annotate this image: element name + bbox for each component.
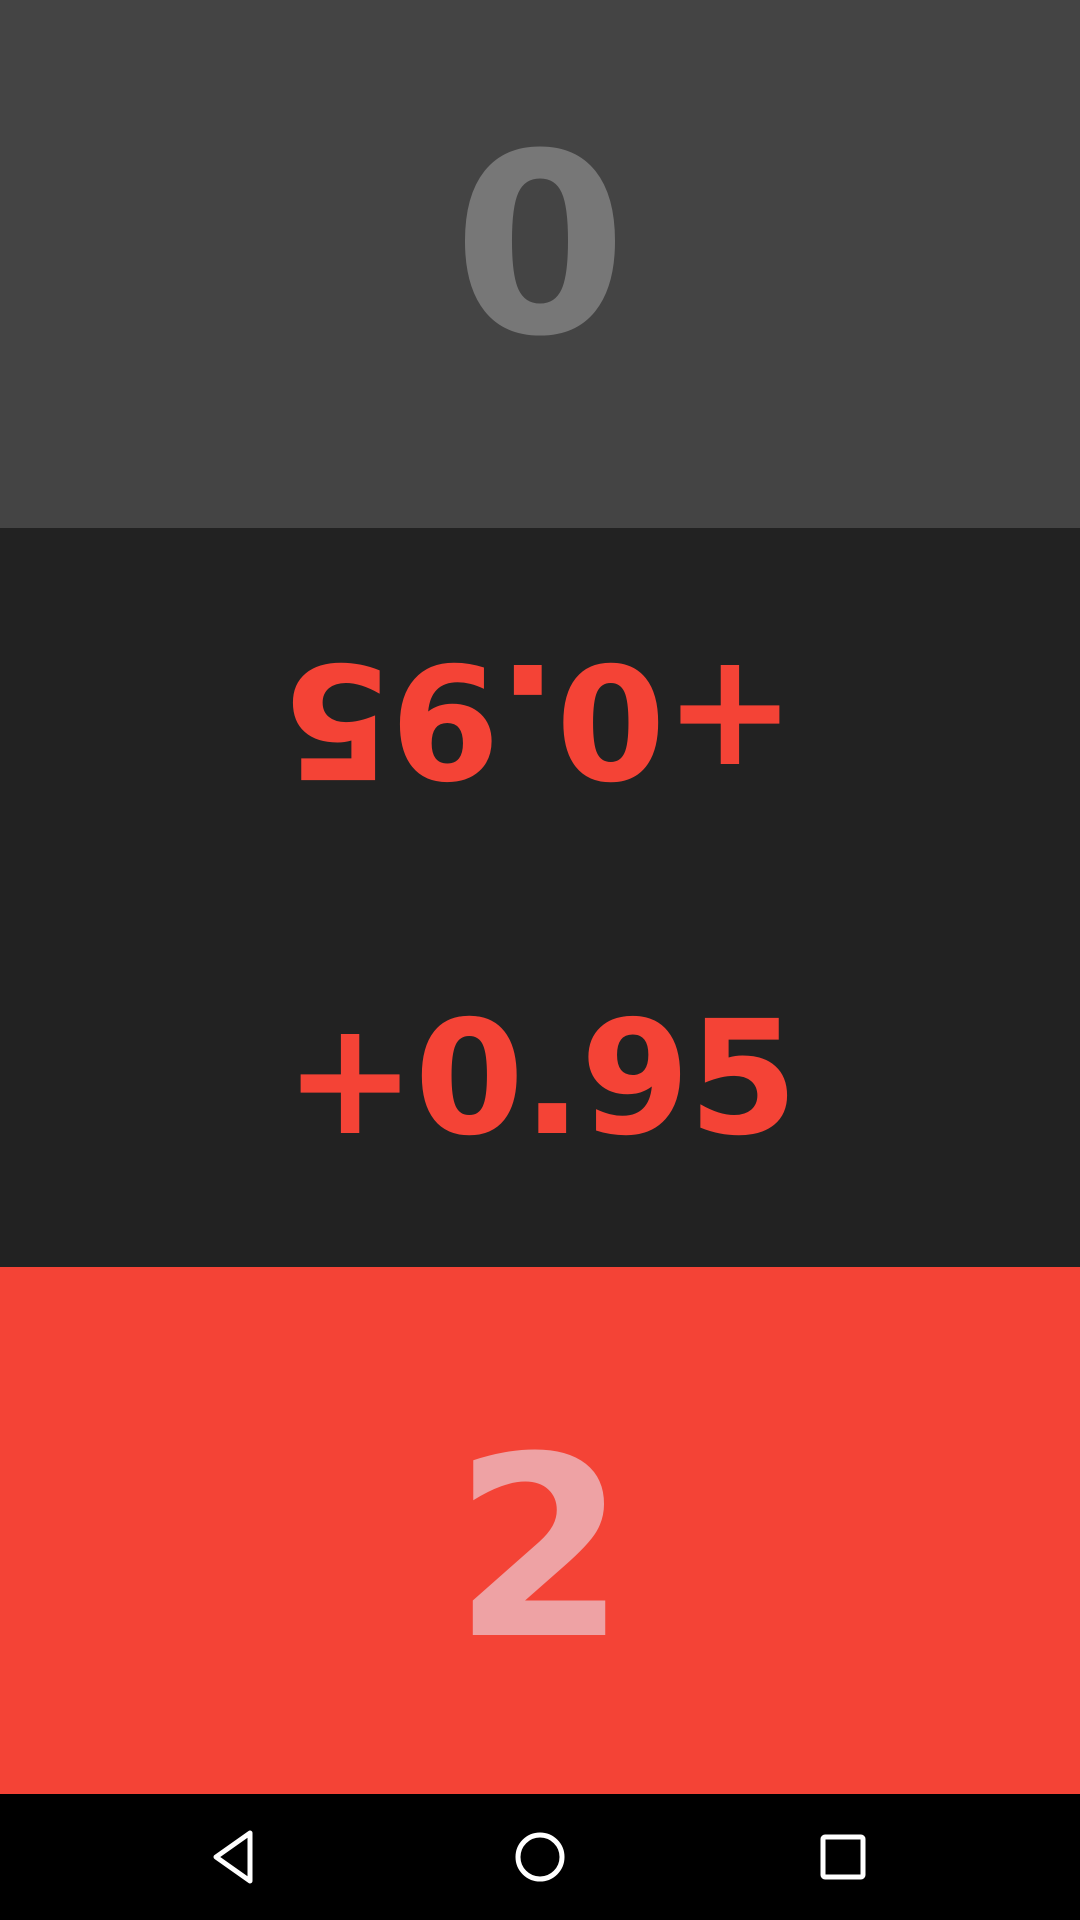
home-circle-icon	[515, 1832, 565, 1882]
difference-value: +0.95	[283, 987, 798, 1171]
bottom-player-score: 2	[453, 1402, 627, 1694]
system-navigation-bar	[0, 1794, 1080, 1920]
top-player-panel[interactable]: 0	[0, 0, 1080, 528]
top-player-score: 0	[453, 100, 627, 391]
back-button[interactable]	[186, 1807, 286, 1907]
recent-apps-square-icon	[820, 1834, 866, 1880]
back-triangle-icon	[213, 1830, 253, 1884]
home-button[interactable]	[490, 1807, 590, 1907]
recent-apps-button[interactable]	[793, 1807, 893, 1907]
difference-value-upside-down: +0.95	[283, 627, 797, 811]
difference-panel	[0, 528, 1080, 1267]
bottom-player-panel[interactable]: 2	[0, 1267, 1080, 1794]
